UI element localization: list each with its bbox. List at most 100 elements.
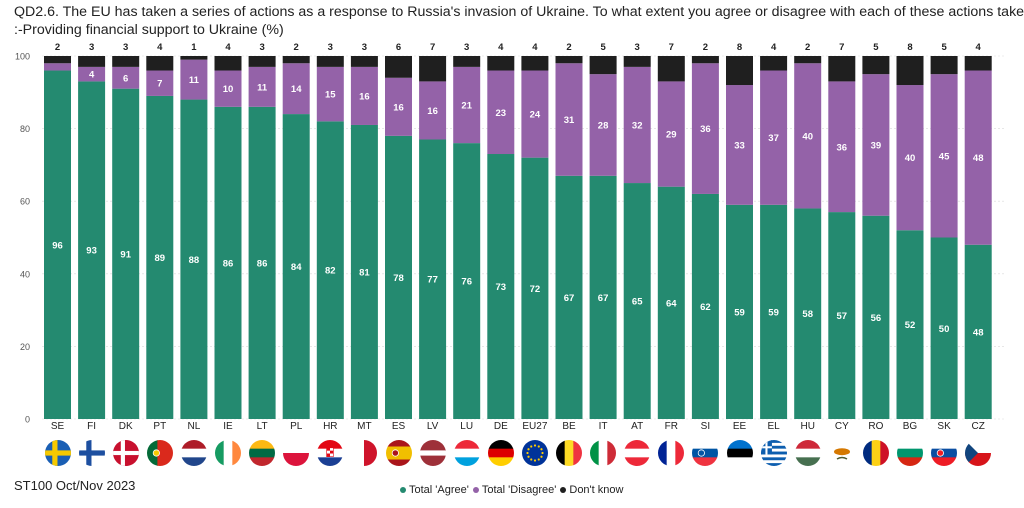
- x-tick-label-LT: LT: [257, 421, 268, 432]
- bar-disagree-SK: [930, 74, 958, 238]
- label-dontknow-HU: 2: [805, 42, 810, 53]
- label-disagree-FR: 29: [666, 130, 677, 141]
- label-disagree-IE: 10: [223, 84, 234, 95]
- x-tick-label-EL: EL: [767, 421, 780, 432]
- flag-icon-fi: [78, 440, 105, 466]
- label-agree-MT: 81: [359, 267, 370, 278]
- bar-agree-BE: [555, 175, 583, 419]
- label-agree-IE: 86: [223, 258, 234, 269]
- bar-dontknow-EE: [726, 56, 753, 86]
- flag-icon-lt: [249, 440, 276, 466]
- bar-dontknow-NL: [180, 56, 208, 60]
- label-dontknow-DE: 4: [498, 42, 504, 53]
- flag-icon-dk: [112, 440, 139, 466]
- flag-icon-pl: [283, 440, 310, 466]
- label-agree-HU: 58: [802, 309, 813, 320]
- bar-disagree-FR: [657, 81, 685, 187]
- label-agree-DE: 73: [496, 282, 507, 293]
- bar-disagree-AT: [623, 66, 651, 184]
- bar-disagree-HU: [794, 63, 822, 209]
- bar-agree-FI: [78, 81, 106, 419]
- bar-agree-DE: [487, 154, 515, 419]
- bar-dontknow-SK: [930, 56, 958, 75]
- label-dontknow-AT: 3: [635, 42, 640, 53]
- label-agree-BG: 52: [905, 320, 916, 331]
- label-agree-LU: 76: [461, 277, 472, 288]
- x-tick-label-ES: ES: [392, 421, 406, 432]
- bar-dontknow-FR: [657, 56, 685, 82]
- flag-icon-nl: [180, 440, 207, 466]
- x-tick-label-SE: SE: [51, 421, 65, 432]
- label-dontknow-CY: 7: [839, 42, 844, 53]
- label-disagree-HU: 40: [802, 131, 813, 142]
- bar-disagree-CZ: [964, 70, 992, 245]
- bar-agree-IE: [214, 106, 242, 419]
- x-tick-label-RO: RO: [868, 421, 883, 432]
- bar-agree-LU: [453, 143, 481, 419]
- bar-disagree-LT: [248, 66, 276, 107]
- chart-legend: Total 'Agree' Total 'Disagree' Don't kno…: [400, 484, 627, 496]
- bar-agree-SI: [691, 193, 719, 419]
- bar-agree-RO: [862, 215, 890, 419]
- flag-icon-lu: [453, 440, 480, 466]
- bar-disagree-DE: [487, 70, 515, 155]
- label-dontknow-EL: 4: [771, 42, 777, 53]
- bar-agree-EU27: [521, 157, 549, 419]
- bar-dontknow-LT: [248, 56, 276, 67]
- bar-disagree-RO: [862, 74, 890, 216]
- label-dontknow-HR: 3: [328, 42, 333, 53]
- x-tick-label-DK: DK: [119, 421, 133, 432]
- label-disagree-IT: 28: [598, 120, 609, 131]
- y-tick-label-0: 0: [25, 415, 30, 425]
- flag-icon-cz: [965, 440, 992, 466]
- y-tick-label-60: 60: [20, 197, 30, 207]
- bar-disagree-IE: [214, 70, 242, 107]
- label-disagree-BE: 31: [564, 115, 575, 126]
- label-agree-CY: 57: [837, 311, 848, 322]
- flag-icon-be: [556, 440, 582, 466]
- label-dontknow-PL: 2: [294, 42, 299, 53]
- label-disagree-EU27: 24: [530, 110, 541, 121]
- chart-title: QD2.6. The EU has taken a series of acti…: [14, 3, 1024, 39]
- x-tick-label-CZ: CZ: [972, 421, 985, 432]
- bar-agree-SE: [44, 70, 71, 420]
- bar-agree-DK: [112, 88, 140, 420]
- bar-disagree-IT: [589, 74, 617, 176]
- x-tick-label-NL: NL: [188, 421, 201, 432]
- bar-disagree-EE: [726, 85, 753, 205]
- legend-item-disagree: Total 'Disagree': [472, 484, 557, 496]
- label-disagree-AT: 32: [632, 120, 643, 131]
- bar-dontknow-ES: [385, 56, 412, 78]
- flag-icon-eu27: [521, 440, 548, 466]
- x-tick-label-MT: MT: [357, 421, 371, 432]
- bar-disagree-NL: [180, 59, 208, 100]
- x-tick-label-PT: PT: [153, 421, 166, 432]
- bar-dontknow-LV: [419, 56, 447, 82]
- bar-agree-PL: [282, 114, 310, 419]
- x-tick-label-BE: BE: [562, 421, 576, 432]
- bar-dontknow-PT: [146, 56, 174, 71]
- flag-icon-hu: [794, 440, 821, 466]
- label-agree-PL: 84: [291, 262, 302, 273]
- bar-dontknow-BG: [896, 56, 924, 86]
- label-agree-FR: 64: [666, 298, 677, 309]
- stacked-bar-chart: 020406080100962SE9343FI9163DK8974PT88111…: [15, 42, 1004, 432]
- label-disagree-EL: 37: [768, 133, 779, 144]
- label-dontknow-LU: 3: [464, 42, 469, 53]
- label-dontknow-SI: 2: [703, 42, 708, 53]
- bar-dontknow-HU: [794, 56, 822, 64]
- legend-label-disagree: Total 'Disagree': [481, 484, 557, 496]
- flag-icon-el: [760, 440, 787, 466]
- label-agree-EL: 59: [768, 307, 779, 318]
- x-tick-label-IT: IT: [599, 421, 608, 432]
- flag-icon-se: [44, 440, 71, 466]
- bar-agree-HR: [316, 121, 344, 419]
- y-tick-label-40: 40: [20, 269, 30, 279]
- label-dontknow-CZ: 4: [976, 42, 982, 53]
- bar-disagree-EL: [760, 70, 788, 205]
- flag-icon-lv: [419, 440, 446, 466]
- bar-disagree-SI: [691, 63, 719, 194]
- label-agree-ES: 78: [393, 273, 404, 284]
- bar-dontknow-FI: [78, 56, 106, 67]
- bar-agree-FR: [657, 186, 685, 419]
